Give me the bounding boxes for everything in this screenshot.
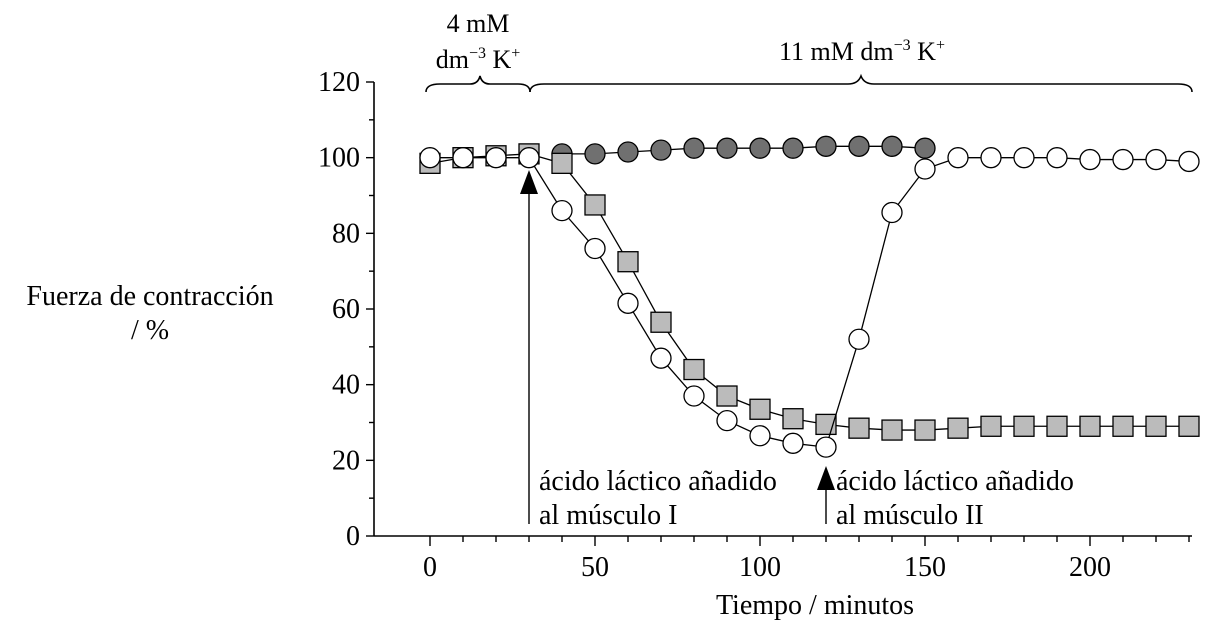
data-point-open-circle: [849, 329, 869, 349]
x-tick-label: 200: [1069, 552, 1111, 583]
k11-plus: +: [936, 37, 945, 54]
series-square-gray-line: [430, 154, 1189, 430]
bracket-4mm-label-line1: 4 mM: [447, 9, 510, 38]
data-point-open-circle: [486, 148, 506, 168]
x-axis-title: Tiempo / minutos: [716, 590, 914, 621]
bracket-4mm-label-line2: dm−3 K+: [436, 45, 521, 74]
data-point-dark-circle: [849, 136, 869, 156]
annotation-muscle-2-line2: al músculo II: [836, 500, 984, 531]
x-tick-label: 50: [581, 552, 609, 583]
k11-exp: −3: [894, 37, 911, 54]
data-point-open-circle: [948, 148, 968, 168]
annotation-muscle-2-line1: ácido láctico añadido: [836, 466, 1074, 497]
data-point-open-circle: [816, 437, 836, 457]
data-point-dark-circle: [915, 138, 935, 158]
data-point-square: [1014, 416, 1034, 436]
data-point-square: [783, 409, 803, 429]
data-point-square: [1047, 416, 1067, 436]
data-point-open-circle: [1179, 151, 1199, 171]
data-point-open-circle: [783, 433, 803, 453]
k11-k: K: [911, 37, 937, 66]
annotation-muscle-1-line1: ácido láctico añadido: [539, 466, 777, 497]
data-point-square: [915, 420, 935, 440]
data-point-open-circle: [585, 238, 605, 258]
data-point-open-circle: [684, 386, 704, 406]
y-tick-label: 80: [332, 218, 360, 249]
data-point-open-circle: [915, 159, 935, 179]
data-point-dark-circle: [783, 138, 803, 158]
data-point-open-circle: [1047, 148, 1067, 168]
data-point-open-circle: [1113, 150, 1133, 170]
data-point-open-circle: [981, 148, 1001, 168]
k4-dm: dm: [436, 45, 469, 74]
x-tick-label: 0: [423, 552, 437, 583]
data-point-open-circle: [618, 293, 638, 313]
data-point-dark-circle: [585, 144, 605, 164]
data-point-dark-circle: [882, 136, 902, 156]
data-point-square: [684, 360, 704, 380]
data-point-square: [1179, 416, 1199, 436]
arrow-muscle-1-head: [520, 170, 538, 194]
data-point-open-circle: [552, 201, 572, 221]
annotation-muscle-1-line2: al músculo I: [539, 500, 677, 531]
data-point-square: [849, 418, 869, 438]
x-tick-label: 150: [904, 552, 946, 583]
bracket-4mm: [426, 76, 530, 92]
data-point-open-circle: [717, 411, 737, 431]
data-point-square: [750, 399, 770, 419]
data-point-open-circle: [882, 203, 902, 223]
data-point-square: [585, 195, 605, 215]
bracket-11mm-label: 11 mM dm−3 K+: [779, 37, 945, 66]
y-tick-label: 60: [332, 294, 360, 325]
k4-exp: −3: [469, 45, 486, 62]
data-point-dark-circle: [750, 138, 770, 158]
data-point-square: [1146, 416, 1166, 436]
x-tick-label: 100: [739, 552, 781, 583]
y-axis-title-line2: / %: [131, 315, 169, 346]
data-point-square: [717, 386, 737, 406]
data-point-dark-circle: [816, 136, 836, 156]
data-point-square: [618, 252, 638, 272]
bracket-11mm: [530, 76, 1192, 92]
y-tick-label: 20: [332, 445, 360, 476]
y-axis-title-line1: Fuerza de contracción: [26, 281, 273, 312]
data-point-square: [552, 153, 572, 173]
y-tick-label: 0: [346, 521, 360, 552]
data-point-open-circle: [1146, 150, 1166, 170]
k11-prefix: 11 mM dm: [779, 37, 894, 66]
data-point-open-circle: [651, 348, 671, 368]
data-point-dark-circle: [651, 140, 671, 160]
series-circle-white-line: [430, 158, 1189, 447]
y-tick-label: 120: [318, 67, 360, 98]
data-point-open-circle: [420, 148, 440, 168]
data-point-open-circle: [453, 148, 473, 168]
data-point-open-circle: [1080, 150, 1100, 170]
data-point-dark-circle: [717, 138, 737, 158]
data-point-square: [948, 418, 968, 438]
k4-k: K: [486, 45, 512, 74]
data-point-open-circle: [519, 148, 539, 168]
data-point-open-circle: [750, 426, 770, 446]
data-point-square: [882, 420, 902, 440]
series-circle-dark-line: [562, 146, 925, 154]
data-point-dark-circle: [684, 138, 704, 158]
data-point-dark-circle: [618, 142, 638, 162]
y-tick-label: 100: [318, 143, 360, 174]
k4-plus: +: [511, 45, 520, 62]
data-point-square: [981, 416, 1001, 436]
y-tick-label: 40: [332, 370, 360, 401]
data-point-square: [1080, 416, 1100, 436]
data-point-square: [1113, 416, 1133, 436]
data-point-open-circle: [1014, 148, 1034, 168]
arrow-muscle-2-head: [817, 466, 835, 490]
data-point-square: [651, 312, 671, 332]
